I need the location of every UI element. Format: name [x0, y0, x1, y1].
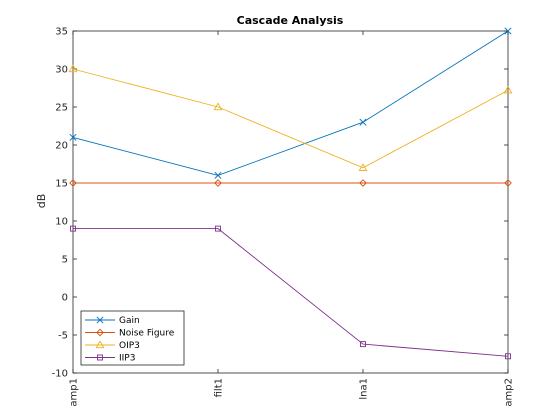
series-line-iip3: [73, 228, 509, 357]
data-point-gain: [504, 27, 512, 35]
data-point-noise-figure: [504, 179, 512, 187]
legend-label-iip3: IIP3: [119, 354, 135, 364]
data-point-oip3: [68, 64, 78, 73]
data-point-noise-figure: [69, 179, 77, 187]
y-tick-label: 20: [55, 141, 68, 152]
data-point-gain: [214, 171, 222, 179]
y-tick-label: 25: [55, 103, 68, 114]
y-tick-label: -10: [52, 369, 68, 380]
legend: Gain Noise Figure OIP3 IIP3: [80, 310, 185, 366]
x-tick-label: lna1: [359, 378, 370, 400]
data-point-noise-figure: [214, 179, 222, 187]
y-tick-label: 5: [62, 255, 68, 266]
y-tick-label: 35: [55, 27, 68, 38]
series-line-oip3: [72, 68, 509, 169]
series-line-gain: [72, 30, 509, 176]
legend-label-gain: Gain: [119, 316, 140, 326]
legend-marker-gain: [96, 316, 104, 324]
legend-marker-noise-figure: [96, 328, 104, 337]
data-point-noise-figure: [359, 179, 367, 187]
legend-label-noise-figure: Noise Figure: [119, 329, 175, 339]
x-tick-label: amp1: [69, 378, 80, 407]
y-axis-label: dB: [35, 194, 48, 209]
legend-label-oip3: OIP3: [119, 341, 140, 351]
x-tick-label: amp2: [504, 378, 515, 407]
data-point-oip3: [358, 163, 368, 171]
x-tick-label: filt1: [214, 378, 225, 397]
y-tick-label: 10: [55, 217, 68, 228]
y-tick-label: 0: [62, 293, 68, 304]
y-tick-label: 30: [55, 65, 68, 76]
legend-marker-oip3: [95, 340, 105, 349]
data-point-gain: [69, 133, 77, 141]
data-point-oip3: [503, 85, 513, 94]
data-point-iip3: [70, 225, 76, 232]
data-point-iip3: [360, 341, 366, 348]
legend-marker-iip3: [97, 354, 103, 361]
data-point-iip3: [215, 225, 221, 232]
chart-title: Cascade Analysis: [237, 14, 344, 27]
data-point-oip3: [213, 102, 223, 111]
y-tick-label: 15: [55, 179, 68, 190]
data-point-gain: [359, 118, 367, 126]
data-point-iip3: [505, 353, 511, 360]
y-tick-label: -5: [58, 331, 68, 342]
